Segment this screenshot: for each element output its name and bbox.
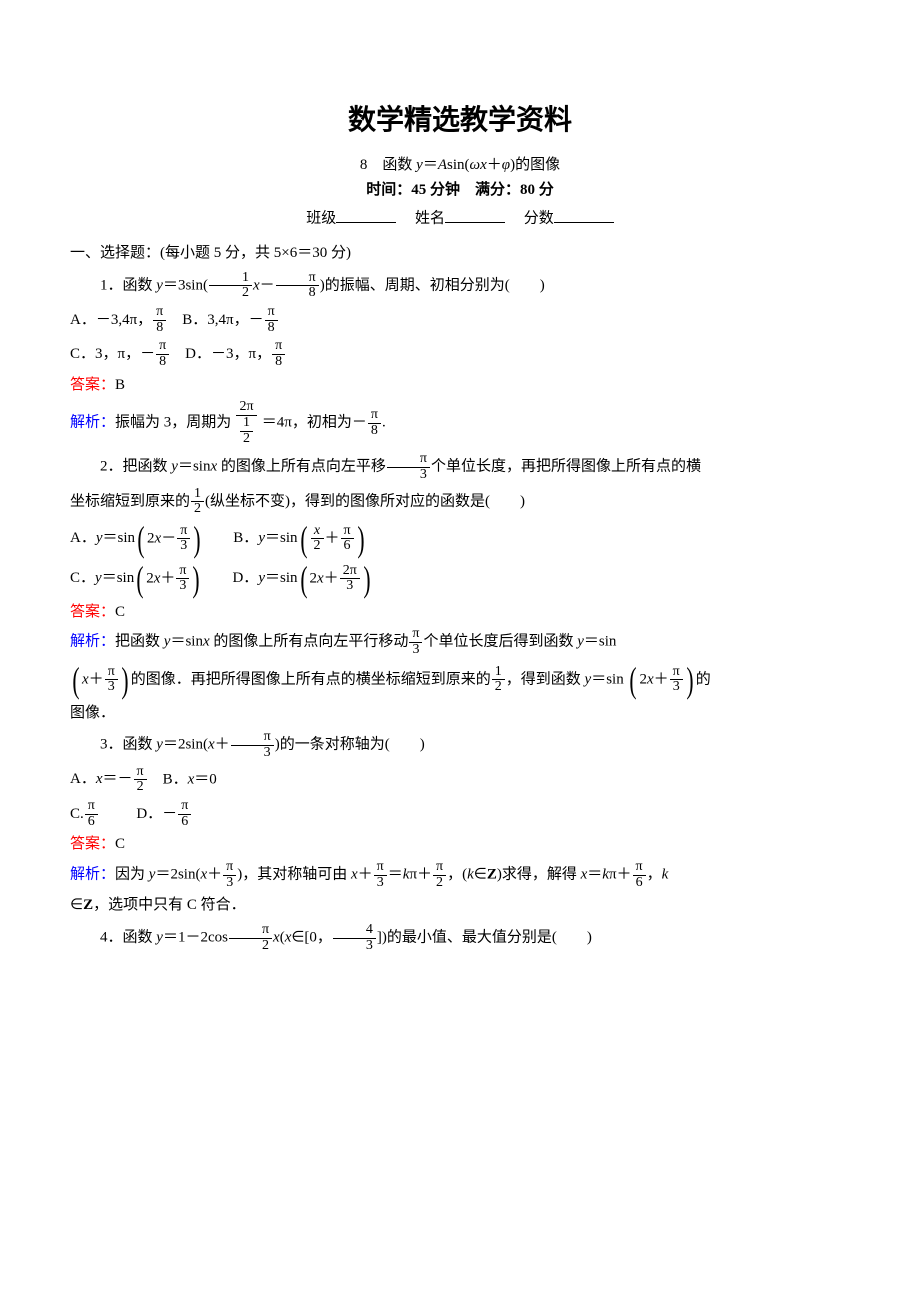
q4-f2: 43 bbox=[333, 923, 376, 953]
label-score: 分数 bbox=[524, 211, 554, 227]
q2-explain-l2: (x＋π3)的图像．再把所得图像上所有点的横坐标缩短到原来的12，得到函数 y＝… bbox=[70, 662, 850, 698]
q1-frac1: 12 bbox=[209, 271, 252, 301]
q2-exp-d: ，得到函数 y＝sin bbox=[506, 671, 624, 687]
q2-optC[interactable]: C．y＝sin(2x＋π3) bbox=[70, 570, 202, 586]
q1-ans-value: B bbox=[115, 377, 125, 393]
q3-optD[interactable]: D．－π6 bbox=[136, 806, 192, 822]
q3-stem-b: )的一条对称轴为( ) bbox=[275, 737, 425, 753]
blank-class[interactable] bbox=[336, 205, 396, 223]
q2-exp-a: 把函数 y＝sinx 的图像上所有点向左平行移动 bbox=[115, 634, 408, 650]
q1-opts-row1: A．－3,4π，π8 B．3,4π，－π8 bbox=[70, 305, 850, 335]
q1-exp-frac2: π8 bbox=[368, 408, 381, 438]
q4-f1: π2 bbox=[229, 923, 272, 953]
q2-exp-e: 的 bbox=[696, 671, 711, 687]
q2-optD[interactable]: D．y＝sin(2x＋2π3) bbox=[232, 570, 372, 586]
answer-label: 答案： bbox=[70, 604, 115, 620]
explain-label: 解析： bbox=[70, 634, 115, 650]
q2-explain-l3: 图像． bbox=[70, 702, 850, 725]
q1-minus: － bbox=[260, 277, 275, 293]
page-title: 数学精选教学资料 bbox=[70, 100, 850, 142]
explain-label: 解析： bbox=[70, 415, 115, 431]
info-line: 班级 姓名 分数 bbox=[70, 205, 850, 230]
label-name: 姓名 bbox=[415, 211, 445, 227]
q2-stem-line2: 坐标缩短到原来的12(纵坐标不变)，得到的图像所对应的函数是( ) bbox=[70, 487, 850, 517]
q3-exp-c: ＝kπ＋ bbox=[388, 867, 432, 883]
q2-stem-c: (纵坐标不变)，得到的图像所对应的函数是( ) bbox=[205, 493, 525, 509]
q1-stem: 1．函数 y＝3sin(12x－π8)的振幅、周期、初相分别为( ) bbox=[70, 271, 850, 301]
answer-label: 答案： bbox=[70, 836, 115, 852]
q1-exp-frac1: 2π12 bbox=[236, 400, 257, 446]
q3-opts-row1: A．x＝－π2 B．x＝0 bbox=[70, 765, 850, 795]
q2-ef1: π3 bbox=[409, 627, 422, 657]
q2-stem-b1: 个单位长度，再把所得图像上所有点的横 bbox=[431, 459, 701, 475]
q4-stem-b: (x∈[0， bbox=[280, 929, 332, 945]
q4-stem-c: ])的最小值、最大值分别是( ) bbox=[377, 929, 592, 945]
q1-answer: 答案：B bbox=[70, 374, 850, 397]
q3-exp-a: 因为 y＝2sin(x＋ bbox=[115, 867, 222, 883]
q1-optC[interactable]: C．3，π，－π8 bbox=[70, 346, 170, 362]
q1-exp-c: . bbox=[382, 415, 386, 431]
chapter-title-text: 8 函数 y＝Asin(ωx＋φ)的图像 bbox=[360, 157, 560, 173]
q2-bp1: (x＋π3) bbox=[70, 662, 131, 698]
q2-answer: 答案：C bbox=[70, 601, 850, 624]
q3-ans-value: C bbox=[115, 836, 125, 852]
q2-opts-row1: A．y＝sin(2x－π3) B．y＝sin(x2＋π6) bbox=[70, 521, 850, 557]
q1-explain: 解析：振幅为 3，周期为 2π12 ＝4π，初相为－π8. bbox=[70, 400, 850, 446]
q1-stem-c: )的振幅、周期、初相分别为( ) bbox=[320, 277, 545, 293]
q1-opts-row2: C．3，π，－π8 D．－3，π，π8 bbox=[70, 339, 850, 369]
q3-explain-l2: ∈Z，选项中只有 C 符合． bbox=[70, 894, 850, 917]
q3-stem: 3．函数 y＝2sin(x＋π3)的一条对称轴为( ) bbox=[70, 730, 850, 760]
q4-x: x bbox=[273, 929, 280, 945]
q2-f1: π3 bbox=[387, 452, 430, 482]
blank-score[interactable] bbox=[554, 205, 614, 223]
q4-stem-a: 4．函数 y＝1－2cos bbox=[100, 929, 228, 945]
q3-answer: 答案：C bbox=[70, 833, 850, 856]
q3-opts-row2: C.π6 D．－π6 bbox=[70, 799, 850, 829]
q3-optC[interactable]: C.π6 bbox=[70, 806, 99, 822]
explain-label: 解析： bbox=[70, 867, 115, 883]
q1-x: x bbox=[253, 277, 260, 293]
q2-optB[interactable]: B．y＝sin(x2＋π6) bbox=[233, 530, 366, 546]
q4-stem: 4．函数 y＝1－2cosπ2x(x∈[0，43])的最小值、最大值分别是( ) bbox=[70, 923, 850, 953]
q2-opts-row2: C．y＝sin(2x＋π3) D．y＝sin(2x＋2π3) bbox=[70, 561, 850, 597]
q2-bp2: (2x＋π3) bbox=[627, 662, 695, 698]
q3-optB[interactable]: B．x＝0 bbox=[163, 771, 217, 787]
q3-f1: π3 bbox=[231, 730, 274, 760]
section-1-header: 一、选择题：(每小题 5 分，共 5×6＝30 分) bbox=[70, 242, 850, 265]
meta-line: 时间：45 分钟 满分：80 分 bbox=[70, 179, 850, 202]
answer-label: 答案： bbox=[70, 377, 115, 393]
q1-frac2: π8 bbox=[276, 271, 319, 301]
q2-ef2: 12 bbox=[492, 665, 505, 695]
q1-stem-a: 1．函数 y＝3sin( bbox=[100, 277, 208, 293]
q2-stem: 2．把函数 y＝sinx 的图像上所有点向左平移π3个单位长度，再把所得图像上所… bbox=[70, 452, 850, 482]
q2-exp-b: 个单位长度后得到函数 y＝sin bbox=[423, 634, 616, 650]
q3-exp-f: ，k bbox=[647, 867, 669, 883]
q3-optA[interactable]: A．x＝－π2 bbox=[70, 771, 148, 787]
q3-stem-a: 3．函数 y＝2sin(x＋ bbox=[100, 737, 230, 753]
q2-explain-l1: 解析：把函数 y＝sinx 的图像上所有点向左平行移动π3个单位长度后得到函数 … bbox=[70, 627, 850, 657]
q3-explain-l1: 解析：因为 y＝2sin(x＋π3)，其对称轴可由 x＋π3＝kπ＋π2，(k∈… bbox=[70, 860, 850, 890]
q1-optD[interactable]: D．－3，π，π8 bbox=[185, 346, 286, 362]
q2-f2: 12 bbox=[191, 487, 204, 517]
q1-optB[interactable]: B．3,4π，－π8 bbox=[182, 312, 278, 328]
q2-exp-c: 的图像．再把所得图像上所有点的横坐标缩短到原来的 bbox=[131, 671, 491, 687]
q2-stem-a: 2．把函数 y＝sinx 的图像上所有点向左平移 bbox=[100, 459, 386, 475]
chapter-title: 8 函数 y＝Asin(ωx＋φ)的图像 bbox=[70, 154, 850, 177]
label-class: 班级 bbox=[306, 211, 336, 227]
q1-optA[interactable]: A．－3,4π，π8 bbox=[70, 312, 167, 328]
q2-stem-b2: 坐标缩短到原来的 bbox=[70, 493, 190, 509]
q1-exp-a: 振幅为 3，周期为 bbox=[115, 415, 231, 431]
q3-exp-d: ，(k∈Z)求得，解得 x＝kπ＋ bbox=[447, 867, 631, 883]
q3-exp-b: )，其对称轴可由 x＋ bbox=[237, 867, 372, 883]
q2-ans-value: C bbox=[115, 604, 125, 620]
q2-optA[interactable]: A．y＝sin(2x－π3) bbox=[70, 530, 203, 546]
q1-exp-b: ＝4π，初相为－ bbox=[262, 415, 367, 431]
blank-name[interactable] bbox=[445, 205, 505, 223]
page: 数学精选教学资料 8 函数 y＝Asin(ωx＋φ)的图像 时间：45 分钟 满… bbox=[0, 0, 920, 995]
